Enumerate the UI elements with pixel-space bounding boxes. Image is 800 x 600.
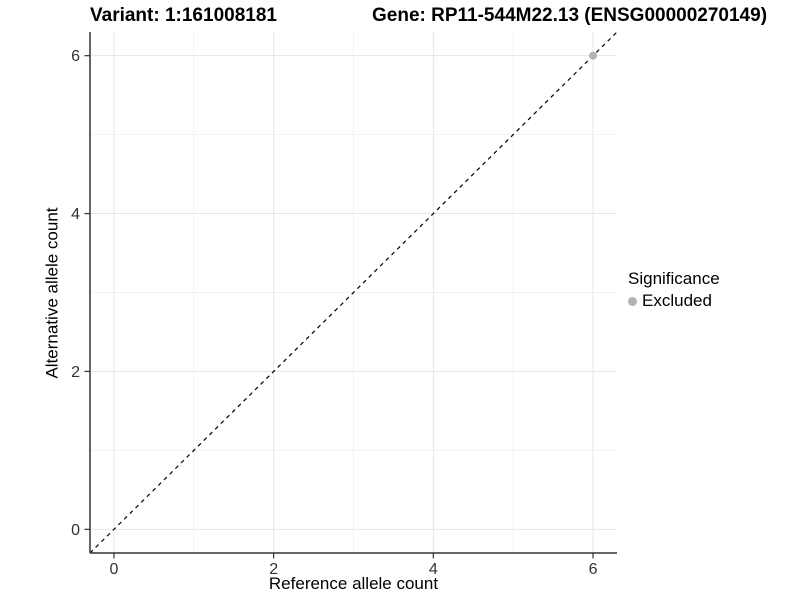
x-tick-label: 2: [269, 561, 278, 578]
x-tick-label: 6: [589, 561, 598, 578]
x-axis-title: Reference allele count: [268, 574, 439, 593]
data-point: [589, 51, 598, 60]
y-tick-label: 0: [71, 522, 80, 539]
y-tick-label: 4: [71, 206, 80, 223]
y-axis-title: Alternative allele count: [42, 207, 62, 379]
plot-title-gene: Gene: RP11-544M22.13 (ENSG00000270149): [372, 5, 768, 26]
legend-point-swatch-icon: [628, 296, 637, 306]
legend: Significance Excluded: [628, 269, 720, 311]
y-tick-label: 6: [71, 48, 80, 65]
legend-title: Significance: [628, 269, 720, 288]
y-tick-label: 2: [71, 364, 80, 381]
x-tick-label: 0: [110, 561, 119, 578]
legend-item-label: Excluded: [642, 291, 712, 310]
x-tick-label: 4: [429, 561, 438, 578]
legend-item-excluded: Excluded: [628, 291, 720, 311]
plot-title-variant: Variant: 1:161008181: [90, 5, 277, 26]
identity-dashed-line: [89, 31, 618, 554]
